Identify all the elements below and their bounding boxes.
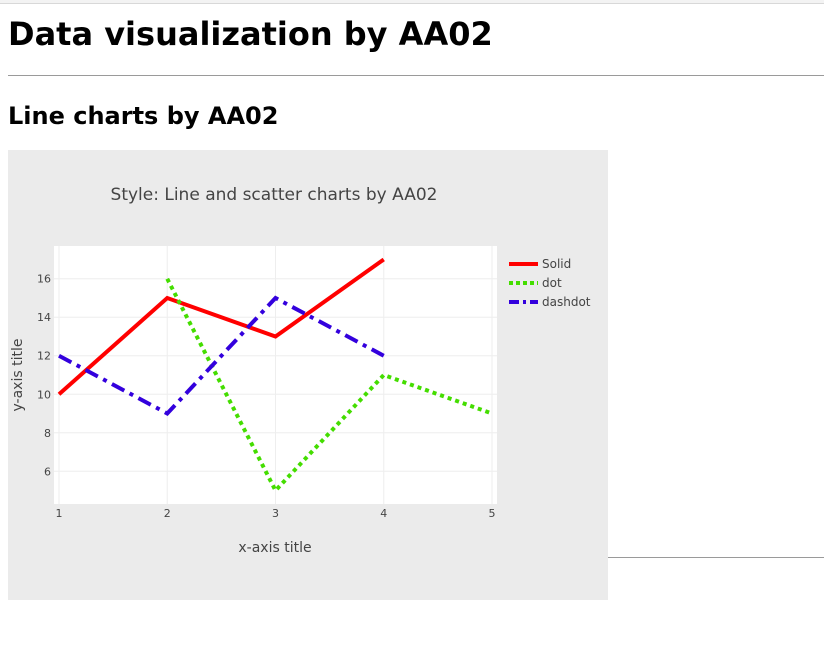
- y-tick-label: 6: [44, 465, 51, 478]
- chart-title: Style: Line and scatter charts by AA02: [111, 185, 438, 205]
- grid-lines: [54, 246, 497, 504]
- horizontal-rule: [608, 557, 824, 558]
- legend[interactable]: Solid dot dashdot: [509, 257, 591, 309]
- series-layer: [57, 257, 493, 494]
- x-axis-title: x-axis title: [238, 540, 311, 556]
- series-line-Solid[interactable]: [57, 257, 385, 396]
- legend-label-Solid[interactable]: Solid: [542, 257, 571, 271]
- browser-top-edge: [0, 0, 824, 4]
- x-tick-label: 2: [164, 507, 171, 520]
- series-line-dashdot[interactable]: [58, 295, 385, 416]
- y-tick-label: 8: [44, 427, 51, 440]
- y-tick-label: 10: [37, 388, 51, 401]
- section-heading: Line charts by AA02: [8, 102, 279, 130]
- x-tick-label: 4: [380, 507, 387, 520]
- y-tick-label: 16: [37, 273, 51, 286]
- y-tick-label: 14: [37, 311, 51, 324]
- line-chart[interactable]: 1 2 3 4 5 6 8 10 12 14 16 Style: Line and scatter …: [8, 150, 608, 600]
- x-tick-label: 5: [489, 507, 496, 520]
- legend-label-dashdot[interactable]: dashdot: [542, 295, 591, 309]
- y-tick-label: 12: [37, 350, 51, 363]
- page-title: Data visualization by AA02: [8, 15, 493, 53]
- y-axis-title: y-axis title: [10, 339, 26, 412]
- x-tick-label: 3: [272, 507, 279, 520]
- legend-label-dot[interactable]: dot: [542, 276, 562, 290]
- x-tick-label: 1: [56, 507, 63, 520]
- horizontal-rule: [8, 75, 824, 76]
